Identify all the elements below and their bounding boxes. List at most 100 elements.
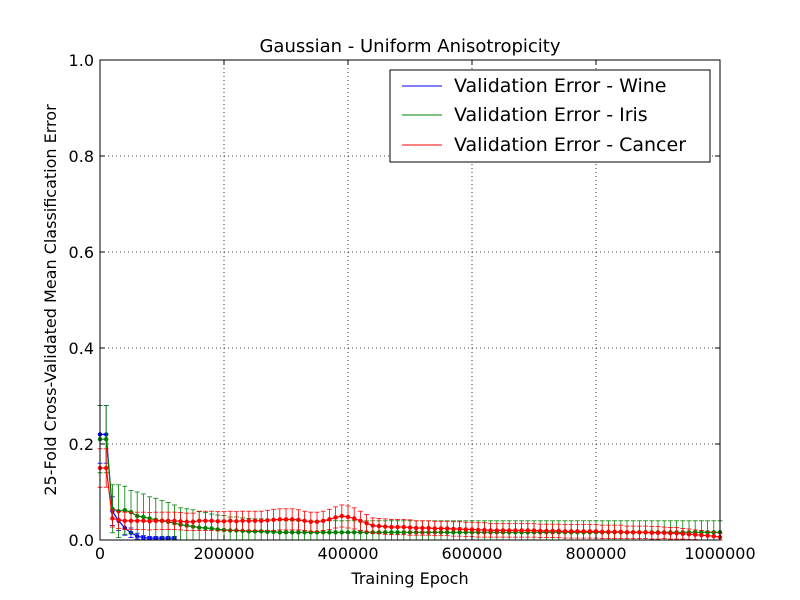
data-point <box>457 526 462 532</box>
data-point <box>333 530 338 535</box>
data-point <box>612 529 617 535</box>
data-point <box>674 531 679 536</box>
y-tick-label: 0.2 <box>69 435 94 454</box>
data-point <box>600 529 605 535</box>
data-point <box>321 530 326 535</box>
data-point <box>407 525 413 530</box>
data-point <box>203 518 208 523</box>
data-point <box>562 529 568 534</box>
y-tick-label: 0.8 <box>69 147 94 166</box>
data-point <box>265 518 270 523</box>
legend-box <box>389 69 711 163</box>
data-point <box>333 515 338 520</box>
legend-label-wine: Validation Error - Wine <box>454 75 667 97</box>
data-point <box>296 530 301 535</box>
data-point <box>531 528 537 533</box>
data-point <box>190 519 196 524</box>
data-point <box>234 519 239 524</box>
data-point <box>711 533 716 539</box>
data-point <box>110 516 115 521</box>
data-point <box>538 528 543 534</box>
data-point <box>618 529 623 535</box>
data-point <box>544 528 549 534</box>
data-point <box>507 528 512 533</box>
data-point <box>649 530 654 535</box>
data-point <box>352 516 357 521</box>
data-point <box>240 528 245 534</box>
data-point <box>197 518 202 523</box>
data-point <box>339 513 344 519</box>
data-point <box>290 530 295 535</box>
data-point <box>389 524 394 530</box>
data-point <box>401 524 406 530</box>
x-tick-label: 0 <box>95 544 105 563</box>
legend-label-cancer: Validation Error - Cancer <box>454 134 686 156</box>
data-point <box>283 530 289 535</box>
data-point <box>283 517 289 522</box>
data-point <box>432 526 437 531</box>
data-point <box>240 518 245 523</box>
data-point <box>451 526 456 532</box>
data-point <box>631 530 636 535</box>
data-point <box>606 529 611 535</box>
data-point <box>463 527 468 532</box>
legend-label-iris: Validation Error - Iris <box>454 104 648 126</box>
data-point <box>556 528 561 534</box>
data-point <box>445 526 450 531</box>
data-point <box>321 518 326 523</box>
data-point <box>122 518 128 523</box>
data-point <box>302 518 307 523</box>
data-point <box>469 527 475 532</box>
data-point <box>345 530 351 535</box>
data-point <box>358 530 363 535</box>
tick-layer: 0 200000 400000 600000 800000 1000000 0.0 0.2 0.… <box>69 51 756 563</box>
data-point <box>178 519 183 524</box>
data-point <box>296 517 301 523</box>
data-point <box>166 518 171 523</box>
data-point <box>376 523 382 529</box>
data-point <box>277 530 282 535</box>
data-point <box>352 530 357 535</box>
data-point <box>128 518 134 523</box>
data-point <box>290 517 295 522</box>
x-axis-label: Training Epoch <box>350 569 468 588</box>
data-point <box>575 529 580 534</box>
y-tick-label: 0.6 <box>69 243 94 262</box>
data-point <box>153 518 158 523</box>
data-point <box>513 528 518 533</box>
data-point <box>637 530 642 535</box>
data-point <box>395 524 400 530</box>
data-point <box>550 528 555 534</box>
data-point <box>438 526 444 531</box>
x-tick-label: 800000 <box>565 544 626 563</box>
data-point <box>159 518 165 523</box>
data-point <box>699 533 704 538</box>
x-tick-label: 200000 <box>193 544 254 563</box>
data-point <box>364 530 369 535</box>
data-point <box>308 519 313 524</box>
data-point <box>420 525 425 531</box>
data-point <box>184 519 189 524</box>
data-point <box>172 518 177 523</box>
data-point <box>662 530 667 535</box>
data-point <box>228 518 233 523</box>
data-point <box>686 532 692 537</box>
data-point <box>476 527 481 533</box>
data-point <box>215 519 220 524</box>
data-point <box>680 531 685 536</box>
y-tick-label: 0.0 <box>69 531 94 550</box>
data-point <box>587 529 592 534</box>
data-point <box>593 529 599 534</box>
data-point <box>271 517 276 523</box>
data-point <box>364 521 369 526</box>
data-point <box>581 529 586 534</box>
data-point <box>525 528 530 533</box>
data-point <box>135 518 140 523</box>
data-point <box>327 530 332 535</box>
data-point <box>668 531 673 536</box>
data-point <box>339 530 344 535</box>
data-point <box>345 514 351 520</box>
x-tick-label: 600000 <box>441 544 502 563</box>
data-point <box>221 519 227 524</box>
legend: Validation Error - Wine Validation Error… <box>389 69 711 163</box>
